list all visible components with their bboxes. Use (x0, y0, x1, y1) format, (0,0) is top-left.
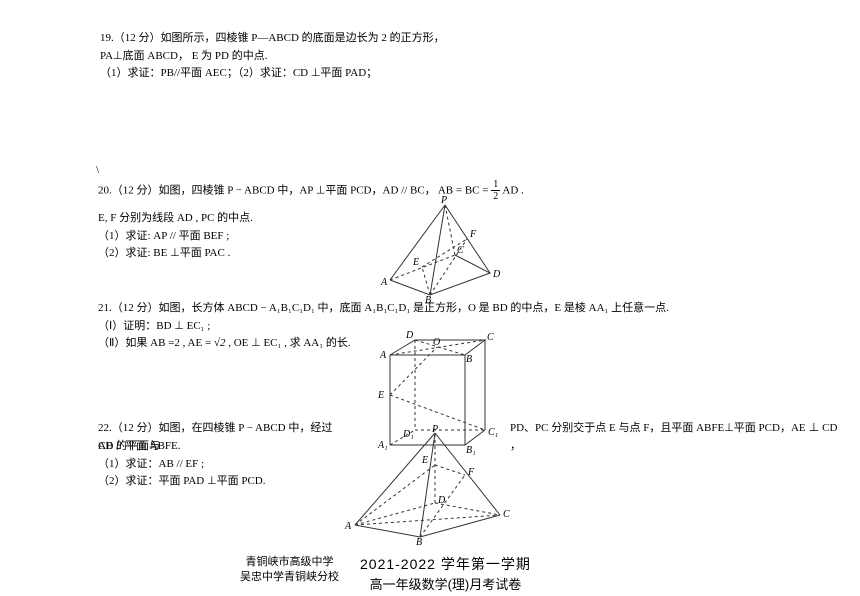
fig20-E: E (412, 257, 419, 268)
q21-line1: 21.（12 分）如图，长方体 ABCD − A₁B₁C₁D₁ 中，底面 A₁B… (98, 300, 818, 318)
page: 19.（12 分）如图所示，四棱锥 P—ABCD 的底面是边长为 2 的正方形，… (0, 0, 860, 596)
stray-slash: \ (96, 162, 99, 180)
fig20-C: C (457, 245, 464, 256)
fig22-A: A (344, 521, 352, 532)
fig22-P: P (431, 425, 438, 435)
fig21-O: O (433, 337, 440, 348)
fig21-A: A (379, 350, 387, 361)
q22-right: PD、PC 分别交于点 E 与点 F，且平面 ABFE⊥平面 PCD，AE ⊥ … (510, 420, 840, 455)
fig22-C: C (503, 509, 510, 520)
footer-term-block: 2021-2022 学年第一学期 高一年级数学(理)月考试卷 (360, 553, 531, 596)
fig22-D: D (437, 495, 446, 506)
figure-q22: P A B C D E F (340, 425, 520, 545)
fig20-D: D (492, 269, 501, 280)
fig22-E: E (421, 455, 428, 466)
footer-term: 2021-2022 学年第一学期 (360, 553, 531, 575)
q22-line1b: PD、PC 分别交于点 E 与点 F，且平面 ABFE⊥平面 PCD，AE ⊥ … (510, 420, 840, 455)
fig22-B: B (416, 537, 422, 545)
fig21-E: E (377, 390, 384, 401)
footer-school2: 吴忠中学青铜峡分校 (240, 570, 339, 585)
fig21-B: B (466, 354, 472, 365)
fig22-F: F (467, 467, 475, 478)
q19: 19.（12 分）如图所示，四棱锥 P—ABCD 的底面是边长为 2 的正方形，… (100, 30, 700, 83)
footer-school1: 青铜峡市高级中学 (240, 555, 339, 570)
sqrt2: √2 (214, 337, 226, 349)
fig21-C: C (487, 332, 494, 343)
fig20-P: P (440, 195, 447, 206)
q19-line1: 19.（12 分）如图所示，四棱锥 P—ABCD 的底面是边长为 2 的正方形， (100, 30, 700, 48)
fig20-F: F (469, 229, 477, 240)
q19-line2: PA⊥底面 ABCD， E 为 PD 的中点. (100, 48, 700, 66)
fig21-D: D (405, 330, 414, 341)
q19-line3: （1）求证：PB//平面 AEC；（2）求证：CD ⊥平面 PAD； (100, 65, 700, 83)
footer-schools: 青铜峡市高级中学 吴忠中学青铜峡分校 (240, 555, 339, 586)
footer-title: 高一年级数学(理)月考试卷 (360, 575, 531, 596)
figure-q20: P A B D C E F (375, 195, 515, 305)
fig20-A: A (380, 277, 388, 288)
